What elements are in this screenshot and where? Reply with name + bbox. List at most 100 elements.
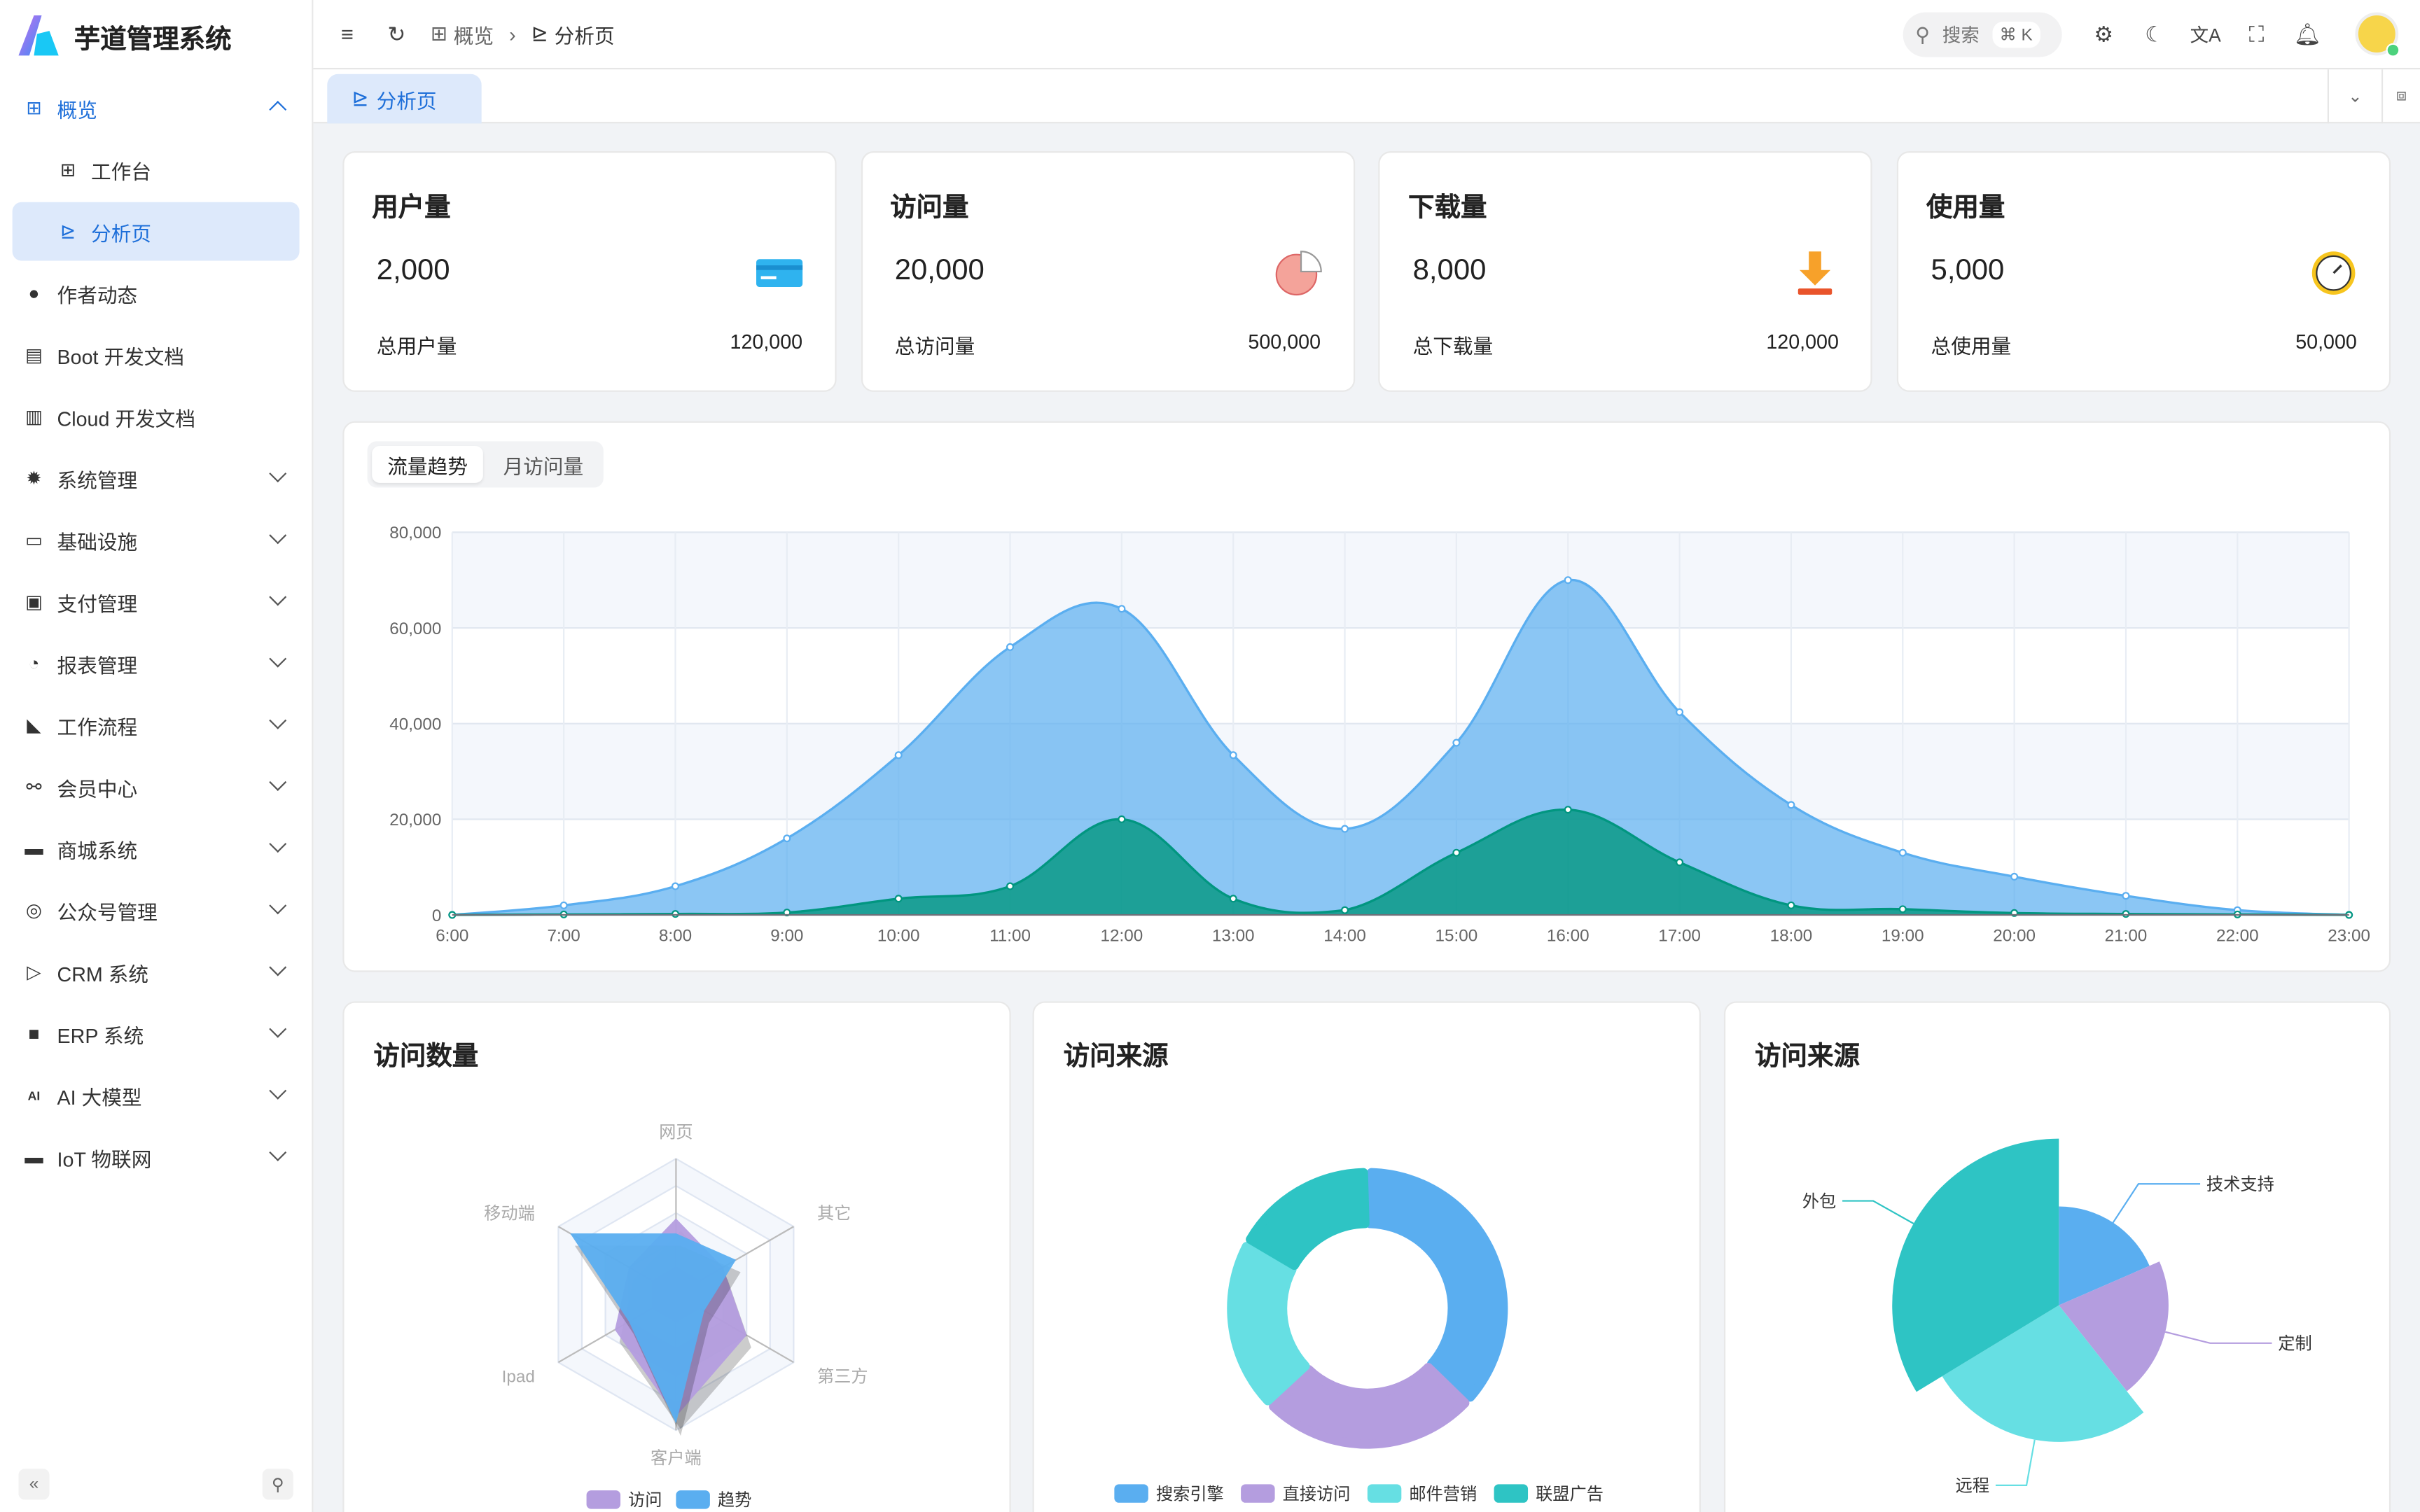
data-point[interactable] [1229, 895, 1237, 903]
menu-toggle-icon[interactable]: ≡ [340, 21, 354, 47]
tab-bar: ⊵ 分析页 ⌄ ⧈ [313, 69, 2420, 124]
data-point[interactable] [894, 751, 903, 760]
refresh-icon[interactable]: ↻ [387, 20, 406, 46]
x-tick-label: 18:00 [1770, 927, 1813, 946]
legend-swatch[interactable] [1114, 1484, 1148, 1503]
data-point[interactable] [1564, 806, 1572, 814]
legend-swatch[interactable] [676, 1490, 710, 1509]
data-point[interactable] [1898, 905, 1907, 913]
sidebar-item[interactable]: ● 作者动态 [0, 262, 312, 324]
compass-icon: ◎ [25, 899, 43, 921]
traffic-area-chart: 0 20,000 40,000 60,000 80,000 6:00 7:00 8:00 9:0… [389, 524, 2370, 946]
stat-card: 使用量 5,000 总使用量 50,000 [1897, 151, 2391, 392]
sidebar-item-label: ERP 系统 [57, 1023, 144, 1047]
data-point[interactable] [1564, 576, 1572, 584]
pie-icon: ◔ [28, 652, 40, 675]
x-tick-label: 8:00 [659, 927, 692, 946]
chevron-right-icon: › [509, 22, 516, 46]
data-point[interactable] [894, 895, 903, 903]
sidebar-item-label: 作者动态 [57, 283, 138, 307]
radar-series-area[interactable] [570, 1233, 737, 1424]
data-point[interactable] [1341, 825, 1349, 833]
avatar[interactable] [2355, 12, 2400, 57]
sidebar-item[interactable]: ⚯ 会员中心 [0, 756, 312, 818]
pin-icon[interactable]: ⚲ [262, 1469, 293, 1500]
donut-slice[interactable] [1227, 1242, 1310, 1406]
data-point[interactable] [1452, 738, 1461, 747]
search-shortcut: ⌘ K [1991, 21, 2040, 48]
search-label: 搜索 [1942, 24, 1980, 47]
sidebar-item[interactable]: ◣ 工作流程 [0, 694, 312, 756]
tab-traffic-trend[interactable]: 流量趋势 [372, 445, 483, 483]
rose-slice[interactable] [2059, 1206, 2150, 1306]
data-point[interactable] [2010, 872, 2019, 881]
data-point[interactable] [1341, 906, 1349, 914]
sidebar-item-label: 报表管理 [57, 653, 138, 677]
search-button[interactable]: ⚲ 搜索 ⌘ K [1903, 12, 2062, 57]
donut-slice[interactable] [1246, 1168, 1370, 1270]
data-point[interactable] [1787, 901, 1795, 909]
shop-icon: ▬ [25, 837, 43, 860]
sidebar-item[interactable]: ▥ Cloud 开发文档 [0, 386, 312, 447]
sidebar-item-label: 系统管理 [57, 468, 138, 492]
bell-icon[interactable]: 🔔︎ [2293, 20, 2321, 46]
legend-swatch[interactable] [1367, 1484, 1402, 1503]
maximize-icon[interactable]: ⧈ [2381, 69, 2420, 124]
tab-analysis[interactable]: ⊵ 分析页 [327, 74, 482, 124]
tab-monthly-visits[interactable]: 月访问量 [503, 454, 584, 478]
legend-swatch[interactable] [1241, 1484, 1275, 1503]
label-line [2112, 1183, 2201, 1224]
stat-total-value: 500,000 [1248, 330, 1321, 354]
sidebar-item[interactable]: ◎ 公众号管理 [0, 879, 312, 941]
legend-swatch[interactable] [1494, 1484, 1529, 1503]
data-point[interactable] [1006, 643, 1015, 651]
sidebar-item[interactable]: ▬ 商城系统 [0, 818, 312, 879]
data-point[interactable] [1229, 751, 1237, 760]
data-point[interactable] [1006, 882, 1015, 890]
breadcrumb-item[interactable]: 概览 [453, 24, 494, 48]
data-point[interactable] [1676, 858, 1684, 867]
rose-slice[interactable] [2059, 1261, 2169, 1392]
sidebar-item[interactable]: ■ ERP 系统 [0, 1003, 312, 1065]
translate-icon[interactable]: 文A [2190, 24, 2221, 46]
breadcrumb: ⊞ 概览 › ⊵ 分析页 [431, 20, 615, 49]
data-point[interactable] [1676, 708, 1684, 716]
sidebar-item[interactable]: ▭ 基础设施 [0, 509, 312, 570]
sidebar-item[interactable]: ⊞ 工作台 [0, 139, 312, 200]
data-point[interactable] [1452, 848, 1461, 857]
logo[interactable]: 芋道管理系统 [15, 13, 232, 59]
sidebar-item[interactable]: ◔ 报表管理 [0, 633, 312, 694]
stat-total-label: 总访问量 [894, 335, 975, 358]
sidebar-item[interactable]: AI AI 大模型 [0, 1065, 312, 1126]
rose-slice[interactable] [1892, 1138, 2059, 1392]
sidebar-item[interactable]: ▣ 支付管理 [0, 571, 312, 633]
sidebar-item[interactable]: ⊞ 概览 [0, 77, 312, 139]
data-point[interactable] [671, 910, 679, 918]
sidebar-item[interactable]: ▬ IoT 物联网 [0, 1126, 312, 1188]
data-point[interactable] [671, 882, 679, 890]
settings-gear-icon[interactable]: ⚙ [2094, 20, 2114, 46]
donut-slice[interactable] [1365, 1168, 1508, 1402]
rose-slice[interactable] [1942, 1305, 2144, 1442]
legend-label: 邮件营销 [1409, 1485, 1477, 1504]
sidebar-item[interactable]: ✹ 系统管理 [0, 447, 312, 509]
sidebar-item[interactable]: ▤ Boot 开发文档 [0, 324, 312, 386]
legend-swatch[interactable] [586, 1490, 621, 1509]
donut-slice[interactable] [1269, 1363, 1470, 1449]
sidebar-item[interactable]: ⊵ 分析页 [12, 202, 300, 261]
x-tick-label: 9:00 [770, 927, 803, 946]
fullscreen-icon[interactable]: ⛶ [2248, 20, 2265, 46]
data-point[interactable] [2122, 910, 2130, 918]
sidebar-item-label: 会员中心 [57, 776, 138, 800]
dark-mode-moon-icon[interactable]: ☾ [2145, 20, 2164, 46]
tabs-dropdown-button[interactable]: ⌄ [2327, 69, 2381, 124]
data-point[interactable] [1118, 815, 1126, 823]
collapse-sidebar-button[interactable]: « [18, 1469, 50, 1500]
data-point[interactable] [2122, 892, 2130, 900]
data-point[interactable] [1787, 801, 1795, 809]
data-point[interactable] [783, 834, 791, 843]
data-point[interactable] [559, 901, 568, 909]
data-point[interactable] [1118, 605, 1126, 613]
data-point[interactable] [1898, 848, 1907, 857]
sidebar-item[interactable]: ▷ CRM 系统 [0, 941, 312, 1003]
